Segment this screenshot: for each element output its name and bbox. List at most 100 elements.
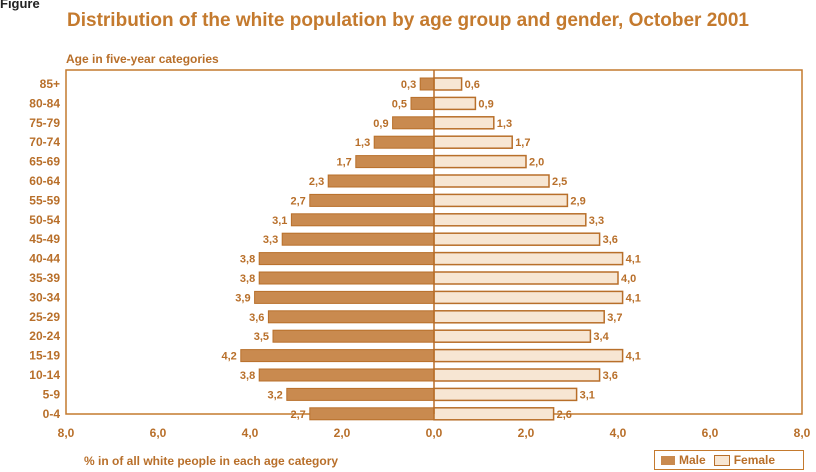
data-label-male-45-49: 3,3	[263, 234, 278, 246]
data-label-female-30-34: 4,1	[626, 292, 641, 304]
legend-item-male: Male	[661, 453, 706, 467]
data-label-male-75-79: 0,9	[373, 118, 388, 130]
data-label-female-75-79: 1,3	[497, 118, 512, 130]
x-tick-label-4: 0,0	[426, 426, 443, 440]
legend-item-female: Female	[713, 453, 776, 467]
x-tick-label-2: 4,0	[242, 426, 259, 440]
bar-male-75-79	[392, 116, 435, 130]
bar-female-25-29	[433, 310, 605, 324]
bar-female-5-9	[433, 387, 578, 402]
category-label-85+: 85+	[40, 77, 60, 91]
bar-male-80-84	[410, 96, 435, 110]
bar-male-50-54	[290, 213, 435, 227]
x-tick-labels: 8,0 6,0 4,0 2,0 0,0 2,0 4,0 6,0 8,0	[58, 426, 811, 440]
bar-female-80-84	[433, 96, 477, 111]
data-label-female-35-39: 4,0	[621, 273, 636, 285]
data-label-female-65-69: 2,0	[529, 157, 544, 169]
bar-female-85+	[433, 77, 463, 91]
data-label-female-0-4: 2,6	[557, 409, 572, 421]
data-label-male-35-39: 3,8	[240, 273, 255, 285]
data-label-male-85+: 0,3	[401, 79, 416, 91]
category-label-70-74: 70-74	[29, 135, 60, 149]
data-label-male-10-14: 3,8	[240, 370, 255, 382]
bar-female-70-74	[433, 135, 513, 149]
data-label-male-65-69: 1,7	[337, 157, 352, 169]
bar-female-50-54	[433, 213, 587, 227]
data-label-female-70-74: 1,7	[515, 137, 530, 149]
bar-male-25-29	[267, 310, 435, 324]
data-label-female-20-24: 3,4	[593, 331, 609, 343]
legend-swatch-male	[661, 455, 675, 465]
data-label-female-80-84: 0,9	[478, 98, 493, 110]
bar-male-15-19	[240, 349, 435, 363]
category-labels: 85+ 80-84 75-79 70-74 65-69 60-64 55-59 50-54 45…	[29, 77, 60, 421]
category-label-40-44: 40-44	[29, 252, 60, 266]
bar-female-15-19	[433, 348, 624, 363]
bar-male-60-64	[327, 174, 435, 188]
bar-male-70-74	[373, 135, 435, 149]
bar-male-0-4	[309, 407, 435, 421]
bar-female-35-39	[433, 271, 619, 285]
data-label-male-40-44: 3,8	[240, 254, 255, 266]
category-label-50-54: 50-54	[29, 213, 60, 227]
category-label-30-34: 30-34	[29, 290, 60, 304]
data-label-male-50-54: 3,1	[272, 215, 287, 227]
data-label-female-50-54: 3,3	[589, 215, 604, 227]
data-label-female-25-29: 3,7	[607, 312, 622, 324]
category-label-20-24: 20-24	[29, 329, 60, 343]
category-label-25-29: 25-29	[29, 310, 60, 324]
bar-female-40-44	[433, 251, 624, 266]
x-tick-label-6: 4,0	[610, 426, 627, 440]
data-label-female-45-49: 3,6	[603, 234, 618, 246]
data-label-male-80-84: 0,5	[392, 98, 407, 110]
bars-group: 0,3 0,60,5 0,90,9 1,31,3 1,71,7 2,02,3 2,52,7 2…	[222, 77, 641, 421]
data-label-male-5-9: 3,2	[268, 389, 283, 401]
category-label-55-59: 55-59	[29, 193, 60, 207]
figure-label: Figure	[0, 0, 40, 11]
bar-female-65-69	[433, 154, 527, 169]
category-label-35-39: 35-39	[29, 271, 60, 285]
bar-female-45-49	[433, 232, 601, 246]
category-label-0-4: 0-4	[43, 407, 61, 421]
data-label-male-70-74: 1,3	[355, 137, 370, 149]
data-label-female-5-9: 3,1	[580, 389, 595, 401]
data-label-female-85+: 0,6	[465, 79, 480, 91]
bar-female-20-24	[433, 329, 592, 343]
category-label-80-84: 80-84	[29, 96, 60, 110]
bar-female-75-79	[433, 116, 495, 130]
bar-male-85+	[419, 77, 435, 91]
data-label-male-15-19: 4,2	[222, 351, 237, 363]
data-label-female-15-19: 4,1	[626, 351, 641, 363]
category-label-15-19: 15-19	[29, 349, 60, 363]
data-label-male-20-24: 3,5	[254, 331, 269, 343]
category-label-10-14: 10-14	[29, 368, 60, 382]
bar-male-35-39	[258, 271, 435, 285]
category-label-75-79: 75-79	[29, 116, 60, 130]
x-axis-title: % in of all white people in each age cat…	[84, 454, 339, 468]
bar-male-10-14	[258, 368, 435, 382]
chart-title: Distribution of the white population by …	[67, 10, 749, 31]
data-label-male-60-64: 2,3	[309, 176, 324, 188]
bar-female-60-64	[433, 174, 550, 188]
x-tick-label-3: 2,0	[334, 426, 351, 440]
bar-female-10-14	[433, 368, 601, 382]
category-label-5-9: 5-9	[43, 387, 61, 401]
x-tick-label-0: 8,0	[58, 426, 75, 440]
data-label-female-55-59: 2,9	[570, 195, 585, 207]
bar-female-0-4	[433, 407, 555, 421]
data-label-male-25-29: 3,6	[249, 312, 264, 324]
bar-male-20-24	[272, 329, 435, 343]
x-tick-label-5: 2,0	[518, 426, 535, 440]
bar-male-65-69	[355, 155, 435, 169]
data-label-male-30-34: 3,9	[235, 292, 250, 304]
bar-male-45-49	[281, 232, 435, 246]
category-label-60-64: 60-64	[29, 174, 60, 188]
x-tick-label-1: 6,0	[150, 426, 167, 440]
bar-male-55-59	[309, 193, 435, 207]
data-label-male-0-4: 2,7	[291, 409, 306, 421]
x-tick-label-7: 6,0	[702, 426, 719, 440]
data-label-female-40-44: 4,1	[626, 254, 641, 266]
data-label-female-60-64: 2,5	[552, 176, 567, 188]
legend-label-female: Female	[733, 453, 776, 467]
